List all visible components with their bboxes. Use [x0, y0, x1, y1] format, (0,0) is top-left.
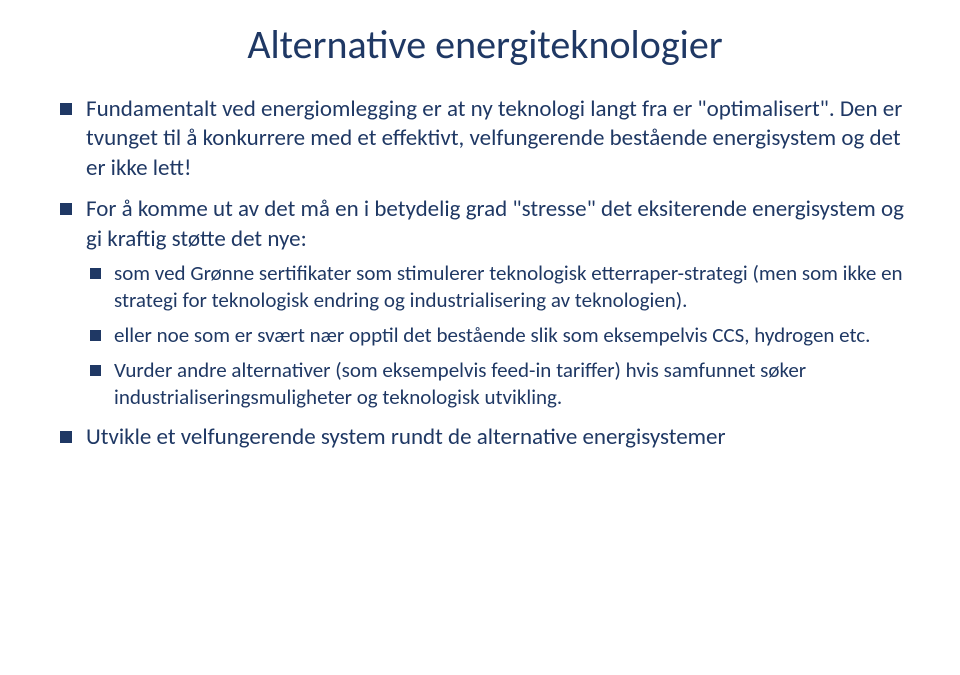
bullet-list-level2: som ved Grønne sertifikater som stimuler… — [90, 260, 910, 410]
slide-title: Alternative energiteknologier — [60, 20, 910, 69]
list-item: eller noe som er svært nær opptil det be… — [90, 322, 910, 349]
list-item: Vurder andre alternativer (som eksempelv… — [90, 357, 910, 411]
list-item: Utvikle et velfungerende system rundt de… — [60, 423, 910, 452]
list-item: Fundamentalt ved energiomlegging er at n… — [60, 95, 910, 183]
list-item: som ved Grønne sertifikater som stimuler… — [90, 260, 910, 314]
bullet-text: som ved Grønne sertifikater som stimuler… — [114, 260, 903, 313]
bullet-list-level1: Fundamentalt ved energiomlegging er at n… — [60, 95, 910, 452]
bullet-text: Utvikle et velfungerende system rundt de… — [86, 423, 726, 451]
bullet-text: eller noe som er svært nær opptil det be… — [114, 322, 870, 348]
bullet-text: Fundamentalt ved energiomlegging er at n… — [86, 95, 902, 182]
bullet-text: For å komme ut av det må en i betydelig … — [86, 195, 904, 252]
bullet-text: Vurder andre alternativer (som eksempelv… — [114, 357, 806, 410]
list-item: For å komme ut av det må en i betydelig … — [60, 195, 910, 410]
slide: Alternative energiteknologier Fundamenta… — [0, 0, 960, 675]
